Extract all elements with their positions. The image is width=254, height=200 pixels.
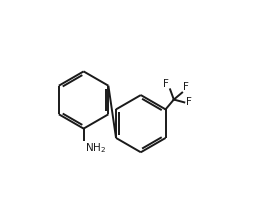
Text: F: F [186,97,192,107]
Text: F: F [183,82,189,92]
Text: F: F [163,79,169,89]
Text: NH$_2$: NH$_2$ [85,141,106,155]
